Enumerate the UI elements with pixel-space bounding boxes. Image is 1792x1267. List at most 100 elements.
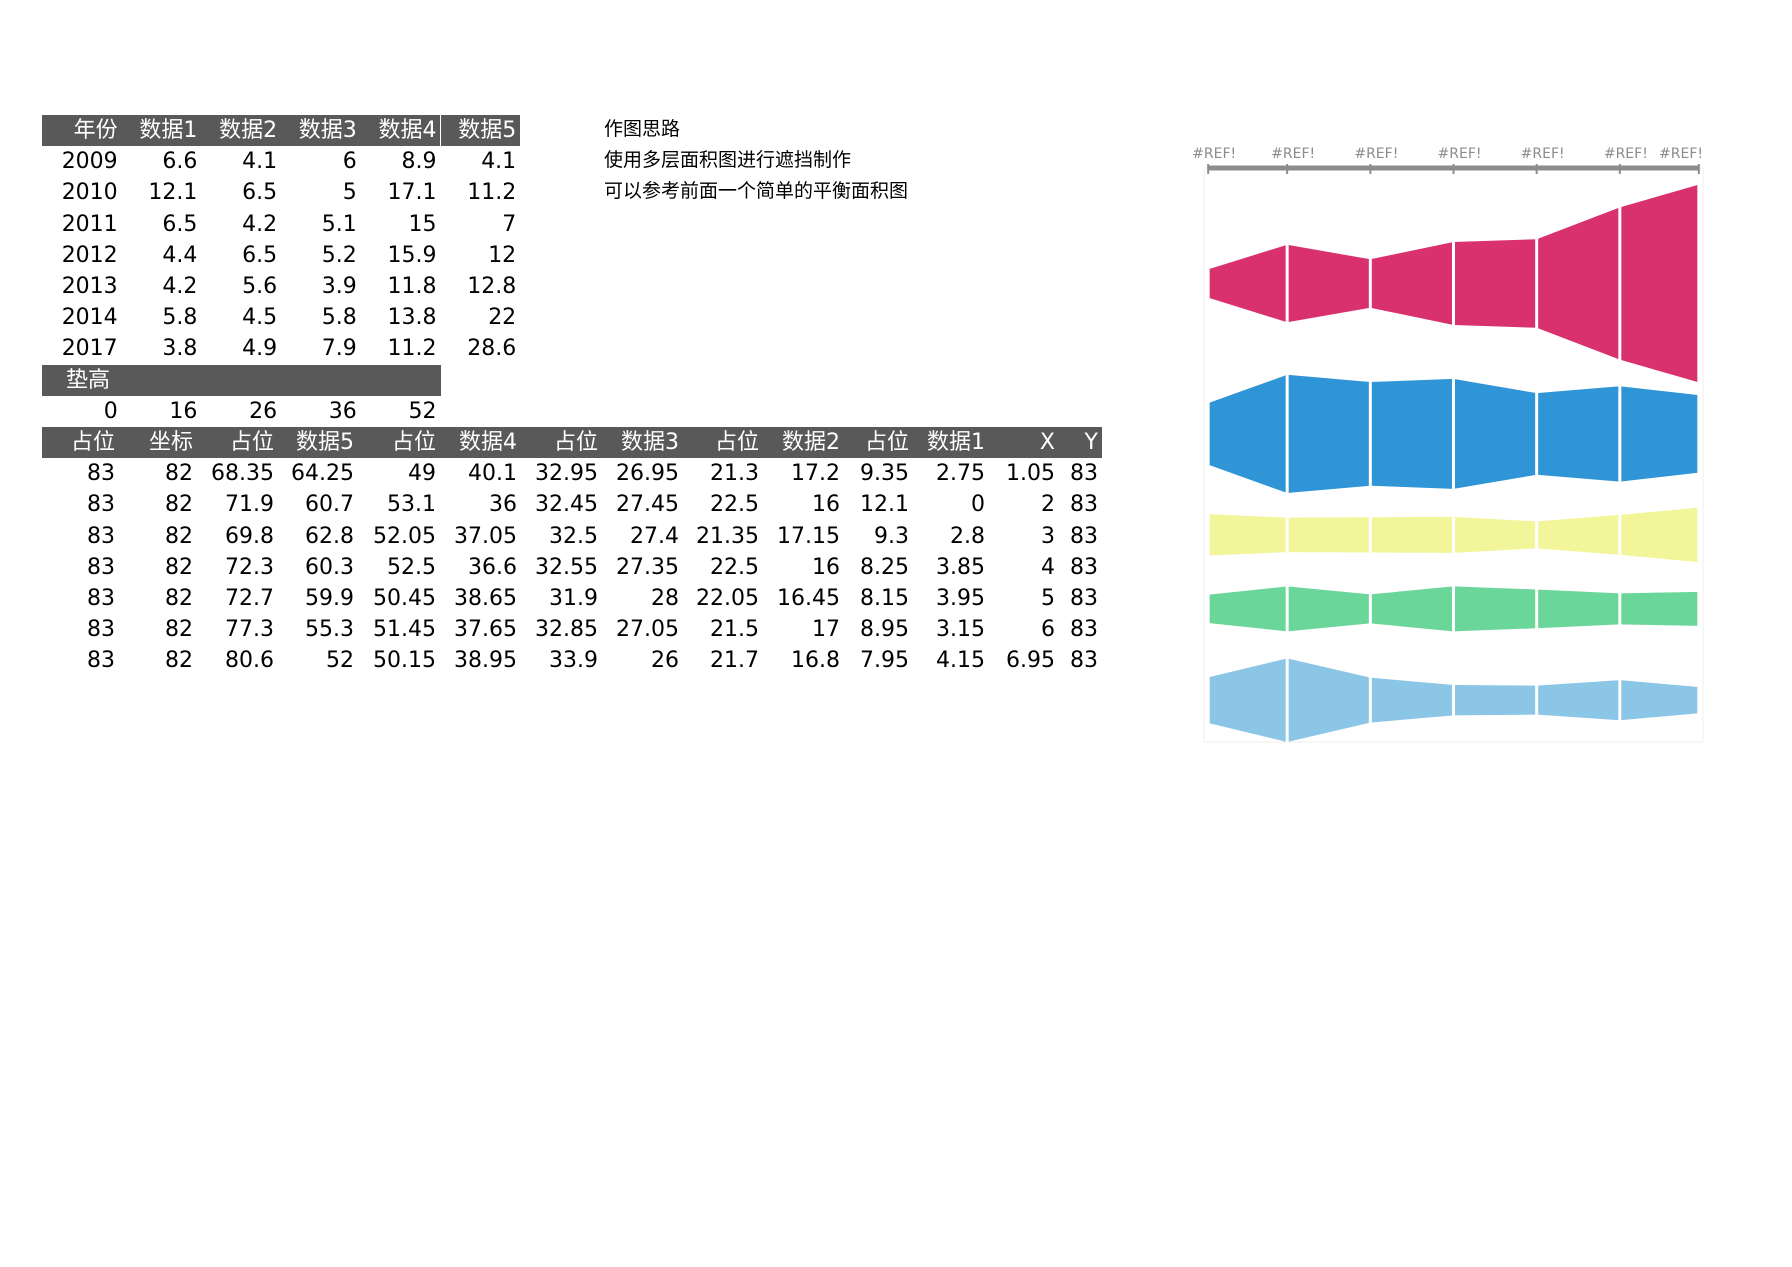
cell: 4.1 (481, 149, 517, 175)
header-cell: 数据1 (121, 115, 202, 146)
cell: 52.5 (387, 554, 436, 580)
cell: 4.5 (242, 305, 278, 331)
cell: 3.95 (936, 586, 985, 611)
cell: 40.1 (468, 461, 517, 487)
cell: 83 (87, 554, 115, 580)
cell: 32.5 (549, 523, 598, 549)
cell: 32.55 (535, 554, 598, 580)
cell: 77.3 (225, 617, 274, 643)
cell: 2009 (61, 149, 118, 175)
header-cell: 数据4 (360, 115, 441, 146)
cell: 21.3 (710, 461, 759, 487)
cell: 71.9 (225, 492, 274, 518)
cell: 83 (1070, 461, 1098, 487)
cell: 32.95 (535, 461, 598, 487)
cell: 16 (812, 554, 840, 580)
cell: 52 (326, 648, 354, 674)
header-cell: 数据5 (278, 427, 358, 458)
cell: 12 (488, 242, 517, 268)
cell: 36.6 (468, 554, 517, 580)
cell: 27.05 (616, 617, 679, 643)
cell: 8.95 (860, 617, 909, 643)
header-cell: 占位 (358, 427, 440, 458)
cell: 82 (165, 492, 193, 518)
cell: 82 (165, 554, 193, 580)
cell: 22.5 (710, 492, 759, 518)
cell: 22 (488, 305, 517, 331)
cell: 7 (502, 211, 517, 237)
cell: 7.9 (321, 336, 357, 362)
cell: 80.6 (225, 648, 274, 674)
header-cell: 占位 (197, 427, 278, 458)
cell: 33.9 (549, 648, 598, 674)
cell: 37.65 (454, 617, 517, 643)
header-cell: 占位 (521, 427, 602, 458)
cell: 9.3 (874, 523, 909, 549)
cell: 69.8 (225, 523, 274, 549)
cell: 28.6 (467, 336, 517, 362)
cell: 64.25 (291, 461, 354, 487)
cell: 83 (1070, 554, 1098, 580)
cell: 83 (1070, 648, 1098, 674)
cell: 17.1 (387, 180, 437, 206)
cell: 83 (1070, 523, 1098, 549)
cell: 28 (651, 586, 679, 611)
cell: 82 (165, 648, 193, 674)
cell: 6 (342, 149, 357, 175)
cell: 5.1 (321, 211, 357, 237)
x-tick-label: #REF! (1438, 146, 1482, 162)
cell: 12.1 (860, 492, 909, 518)
cell: 32.85 (535, 617, 598, 643)
cell: 3 (1041, 523, 1055, 549)
cell: 11.2 (467, 180, 517, 206)
cell: 8.9 (401, 149, 437, 175)
cell: 32.45 (535, 492, 598, 518)
cell: 13.8 (387, 305, 437, 331)
cell: 22.5 (710, 554, 759, 580)
cell: 4.4 (162, 242, 198, 268)
cell: 72.3 (225, 554, 274, 580)
cell: 2.75 (936, 461, 985, 487)
cell: 5.2 (321, 242, 357, 268)
cell: 1.05 (1006, 461, 1055, 487)
x-tick-label: #REF! (1659, 146, 1703, 162)
x-tick-label: #REF! (1521, 146, 1565, 162)
header-cell: 数据1 (913, 427, 989, 458)
cell: 83 (87, 492, 115, 518)
cell: 8.15 (860, 586, 909, 611)
cell: 15.9 (387, 242, 437, 268)
cell: 36 (328, 398, 357, 424)
cell: 5.8 (321, 305, 357, 331)
cell: 27.35 (616, 554, 679, 580)
cell: 6.5 (162, 211, 198, 237)
cell: 8.25 (860, 554, 909, 580)
header-cell: 数据5 (440, 115, 521, 146)
cell: 6 (1041, 617, 1055, 643)
cell: 2017 (61, 336, 118, 362)
x-tick-label: #REF! (1192, 146, 1236, 162)
x-tick-label: #REF! (1354, 146, 1398, 162)
cell: 21.7 (710, 648, 759, 674)
cell: 4 (1041, 554, 1055, 580)
header-cell: 占位 (844, 427, 913, 458)
cell: 26.95 (616, 461, 679, 487)
header-cell: Y (1059, 427, 1102, 458)
cell: 60.7 (305, 492, 354, 518)
header-cell: 坐标 (119, 427, 197, 458)
cell: 83 (87, 523, 115, 549)
x-tick-label: #REF! (1271, 146, 1315, 162)
cell: 38.65 (454, 586, 517, 611)
cell: 2011 (61, 211, 118, 237)
cell: 3.8 (162, 336, 198, 362)
cell: 21.5 (710, 617, 759, 643)
cell: 83 (1070, 492, 1098, 518)
cell: 68.35 (211, 461, 274, 487)
cell: 17.2 (791, 461, 840, 487)
cell: 60.3 (305, 554, 354, 580)
cell: 2012 (61, 242, 118, 268)
cell: 50.45 (373, 586, 436, 611)
cell: 36 (489, 492, 517, 518)
cell: 52 (408, 398, 437, 424)
cell: 83 (87, 648, 115, 674)
